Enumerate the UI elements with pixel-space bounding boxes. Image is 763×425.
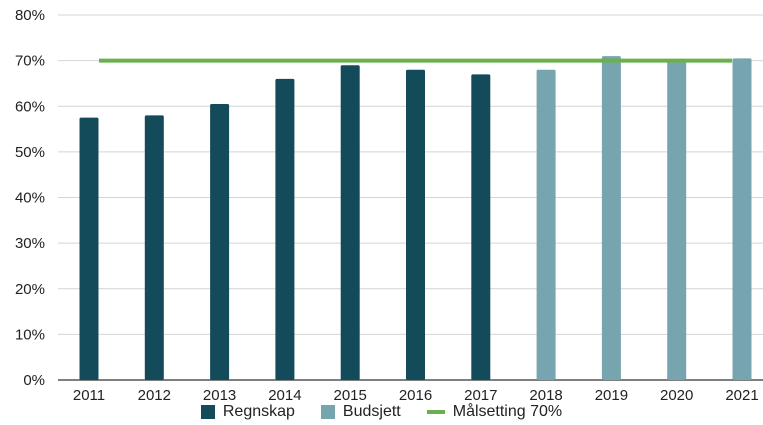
legend-label-budsjett: Budsjett <box>342 403 401 420</box>
legend-label-regnskap: Regnskap <box>222 403 295 420</box>
bar-regnskap-2015 <box>340 65 360 380</box>
y-tick-label: 80% <box>15 7 45 24</box>
y-tick-label: 60% <box>15 98 45 115</box>
legend-swatch-target <box>426 410 445 414</box>
legend-item-regnskap: Regnskap <box>200 403 295 421</box>
bar-regnskap-2016 <box>406 69 425 380</box>
bar-regnskap-2017 <box>471 74 491 380</box>
x-tick-label: 2016 <box>399 387 432 400</box>
bar-regnskap-2011 <box>79 117 99 380</box>
x-tick-label: 2015 <box>334 387 367 400</box>
y-tick-label: 0% <box>23 372 45 389</box>
x-tick-label: 2018 <box>529 387 562 400</box>
x-tick-label: 2021 <box>725 387 758 400</box>
chart-canvas: 0% 10% 20% 30% 40% 50% 60% 70% 80% 2011 2012 2013 20… <box>15 7 763 400</box>
y-tick-label: 10% <box>15 326 45 343</box>
legend-label-target: Målsetting 70% <box>452 403 563 420</box>
bar-budsjett-2019 <box>601 56 621 380</box>
x-tick-label: 2017 <box>464 387 497 400</box>
x-tick-label: 2019 <box>595 387 628 400</box>
bar-budsjett-2021 <box>732 58 752 380</box>
y-tick-label: 50% <box>15 144 45 161</box>
y-tick-label: 20% <box>15 281 45 298</box>
y-tick-label: 30% <box>15 235 45 252</box>
legend-item-budsjett: Budsjett <box>320 403 401 421</box>
x-tick-label: 2011 <box>73 387 105 400</box>
bar-regnskap-2012 <box>144 115 164 380</box>
y-tick-label: 70% <box>15 53 45 70</box>
bar-budsjett-2020 <box>667 60 687 380</box>
bar-regnskap-2013 <box>210 103 230 380</box>
legend-swatch-budsjett <box>320 405 335 419</box>
x-tick-label: 2014 <box>268 387 301 400</box>
legend-swatch-regnskap <box>200 405 215 419</box>
legend-item-target: Målsetting 70% <box>426 403 563 421</box>
x-tick-label: 2013 <box>203 387 236 400</box>
bar-budsjett-2018 <box>536 69 556 380</box>
y-tick-label: 40% <box>15 190 45 207</box>
legend: Regnskap Budsjett Målsetting 70% <box>0 403 763 421</box>
x-tick-label: 2012 <box>138 387 171 400</box>
x-tick-label: 2020 <box>660 387 693 400</box>
bar-regnskap-2014 <box>275 78 295 380</box>
